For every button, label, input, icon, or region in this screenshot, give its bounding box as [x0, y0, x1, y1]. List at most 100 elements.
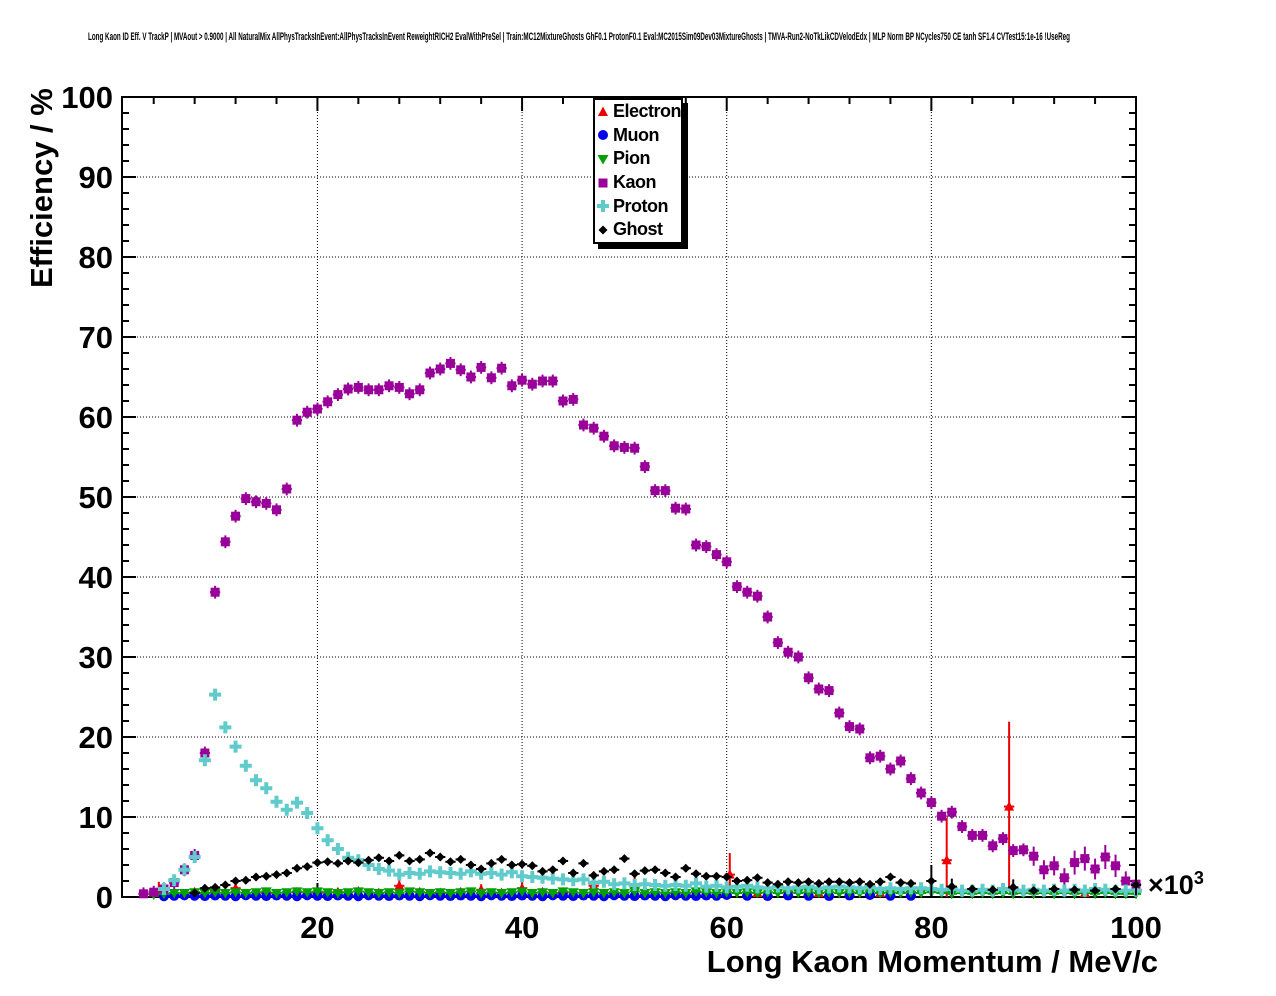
marker-kaon [231, 511, 241, 521]
marker-proton [679, 879, 692, 892]
marker-pion [260, 887, 272, 897]
marker-proton [894, 883, 907, 895]
y-tick-label: 40 [79, 560, 113, 595]
marker-kaon [241, 494, 251, 504]
marker-ghost [251, 872, 261, 882]
marker-ghost [1029, 886, 1039, 896]
marker-kaon [568, 394, 578, 404]
x-tick-label: 40 [505, 910, 539, 945]
marker-ghost [896, 878, 906, 888]
legend-marker-proton [597, 200, 609, 213]
marker-kaon [272, 505, 282, 515]
marker-ghost [190, 888, 200, 898]
marker-pion [199, 889, 211, 899]
legend-marker-kaon [598, 178, 608, 188]
marker-ghost [507, 860, 517, 870]
legend-label-kaon: Kaon [613, 172, 657, 193]
marker-kaon [1111, 861, 1121, 871]
series-ghost [189, 848, 1142, 898]
marker-kaon [343, 384, 353, 394]
marker-ghost [814, 878, 824, 888]
marker-kaon [476, 362, 486, 372]
marker-kaon [793, 652, 803, 662]
marker-proton [1037, 884, 1050, 897]
marker-electron [1004, 801, 1015, 811]
marker-proton [956, 884, 969, 897]
marker-ghost [865, 879, 875, 889]
marker-ghost [497, 854, 507, 864]
x-tick-label: 60 [709, 910, 743, 945]
marker-ghost [722, 872, 732, 882]
marker-kaon [916, 788, 926, 798]
marker-pion [649, 888, 661, 898]
marker-kaon [527, 379, 537, 389]
marker-kaon [425, 368, 435, 378]
marker-kaon [415, 385, 425, 395]
marker-proton [403, 867, 416, 879]
marker-kaon [210, 587, 220, 597]
marker-proton [823, 881, 836, 894]
marker-kaon [609, 441, 619, 451]
marker-ghost [578, 858, 588, 868]
marker-kaon [885, 764, 895, 774]
marker-proton [311, 822, 324, 835]
marker-pion [639, 889, 651, 899]
marker-pion [577, 889, 589, 899]
marker-proton [188, 851, 201, 863]
marker-kaon [548, 376, 558, 386]
marker-proton [915, 882, 928, 895]
marker-ghost [282, 868, 292, 878]
y-axis-title: Efficiency / % [24, 88, 59, 288]
marker-kaon [742, 587, 752, 597]
marker-ghost [394, 850, 404, 860]
marker-proton [198, 754, 211, 767]
marker-kaon [671, 503, 681, 513]
marker-kaon [824, 686, 834, 696]
marker-ghost [333, 858, 343, 868]
marker-electron [394, 880, 405, 890]
marker-kaon [507, 381, 517, 391]
marker-pion [690, 887, 702, 897]
marker-pion [659, 889, 671, 899]
marker-ghost [834, 877, 844, 887]
legend-entry-electron: Electron [595, 100, 682, 124]
marker-ghost [558, 856, 568, 866]
marker-kaon [333, 390, 343, 400]
plot-title: Long Kaon ID Eff. V TrackP | MVAout > 0.… [88, 31, 1070, 43]
marker-pion [731, 889, 743, 899]
y-tick-label: 0 [96, 880, 113, 915]
marker-kaon [353, 382, 363, 392]
marker-ghost [323, 857, 333, 867]
y-tick-label: 80 [79, 240, 113, 275]
legend-marker-diamond-icon [598, 225, 608, 235]
marker-pion [311, 887, 323, 897]
marker-ghost [456, 854, 466, 864]
marker-pion [496, 889, 508, 899]
marker-pion [393, 889, 405, 899]
marker-pion [332, 889, 344, 899]
marker-kaon [149, 887, 159, 897]
x-tick-label: 100 [1110, 910, 1162, 945]
marker-kaon [773, 638, 783, 648]
marker-kaon [394, 382, 404, 392]
marker-ghost [742, 875, 752, 885]
marker-proton [536, 871, 549, 884]
marker-kaon [763, 612, 773, 622]
marker-pion [414, 888, 426, 898]
marker-ghost [445, 857, 455, 867]
y-tick-label: 50 [79, 480, 113, 515]
marker-ghost [364, 855, 374, 865]
marker-pion [291, 887, 303, 897]
marker-pion [301, 888, 313, 898]
marker-proton [587, 876, 600, 889]
y-tick-label: 60 [79, 400, 113, 435]
marker-kaon [988, 841, 998, 851]
marker-kaon [282, 484, 292, 494]
marker-kaon [875, 751, 885, 761]
marker-proton [618, 877, 631, 890]
x-tick-label: 80 [914, 910, 948, 945]
marker-kaon [538, 376, 548, 386]
marker-ghost [906, 878, 916, 888]
marker-pion [352, 887, 364, 897]
